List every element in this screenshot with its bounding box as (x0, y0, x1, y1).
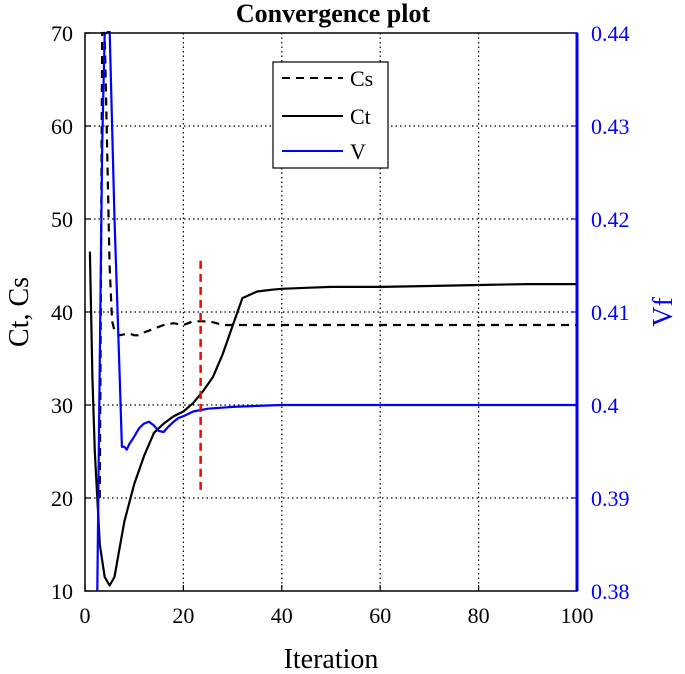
x-tick-label: 100 (561, 603, 594, 628)
y-tick-label-right: 0.44 (591, 21, 630, 46)
y-tick-label-left: 40 (51, 300, 73, 325)
tick-labels: 0 20 40 60 80 100 10 20 30 40 50 60 70 0.38 0.39 0.4 0.4… (51, 21, 630, 628)
legend-label-ct: Ct (350, 104, 371, 129)
y-tick-label-right: 0.43 (591, 114, 630, 139)
x-tick-label: 60 (369, 603, 391, 628)
y-tick-label-left: 10 (51, 579, 73, 604)
chart-title: Convergence plot (236, 0, 431, 28)
y-tick-label-left: 20 (51, 486, 73, 511)
y-tick-label-right: 0.39 (591, 486, 630, 511)
x-axis-label: Iteration (284, 644, 379, 674)
series-layer (88, 31, 577, 592)
series-line-ct (88, 251, 577, 587)
y-tick-label-left: 50 (51, 207, 73, 232)
y-tick-label-right: 0.38 (591, 579, 630, 604)
y-tick-label-right: 0.41 (591, 300, 630, 325)
legend-label-v: V (350, 139, 366, 164)
y-tick-label-right: 0.42 (591, 207, 630, 232)
y-axis-label-right: Vf (648, 297, 679, 327)
series-line-v (96, 31, 577, 592)
y-tick-label-left: 70 (51, 21, 73, 46)
x-tick-label: 20 (172, 603, 194, 628)
legend: Cs Ct V (272, 61, 389, 169)
y-tick-label-right: 0.4 (591, 393, 619, 418)
legend-label-cs: Cs (350, 66, 373, 91)
x-tick-label: 0 (80, 603, 91, 628)
y-axis-label-left: Ct, Cs (4, 277, 35, 347)
y-tick-label-left: 60 (51, 114, 73, 139)
x-tick-label: 80 (468, 603, 490, 628)
x-tick-label: 40 (271, 603, 293, 628)
grid (85, 33, 577, 591)
y-tick-label-left: 30 (51, 393, 73, 418)
ticks (84, 32, 578, 592)
